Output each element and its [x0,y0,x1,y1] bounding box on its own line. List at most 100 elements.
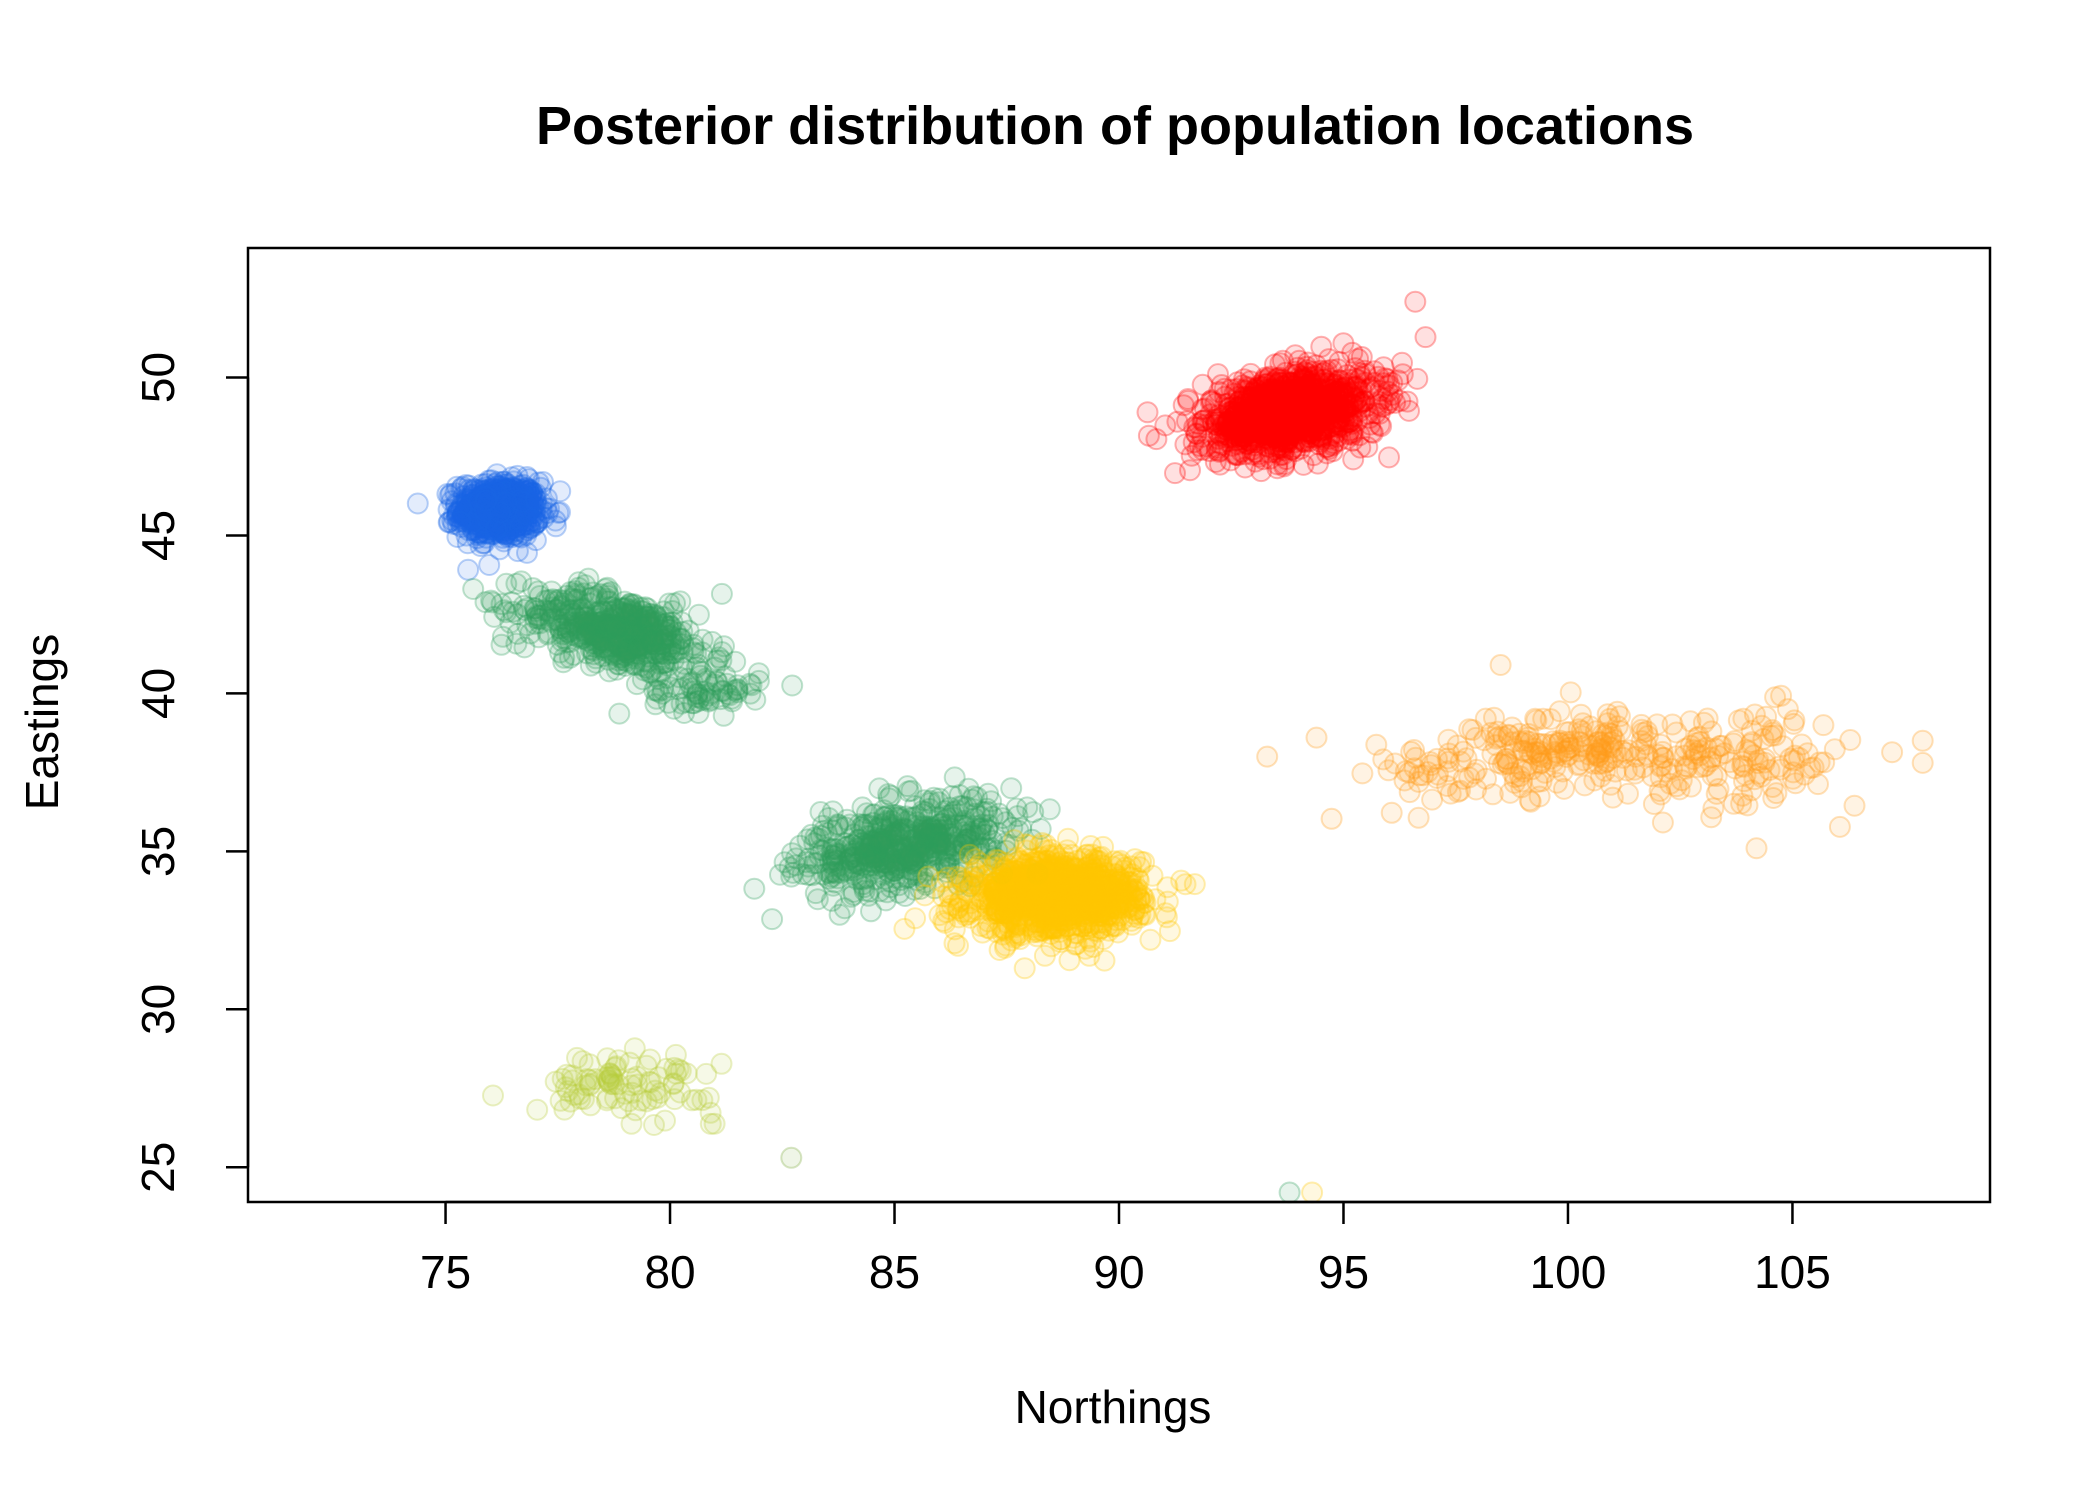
data-point-series-4 [1155,906,1178,929]
data-point-series-3 [1288,349,1311,372]
data-point-series-1 [489,502,512,525]
data-point-series-1 [501,505,524,528]
data-point-series-1 [465,491,488,514]
data-point-series-1 [480,492,503,515]
data-point-series-1 [512,500,535,522]
data-point-series-5 [1624,762,1647,785]
data-point-series-1 [496,513,519,536]
data-point-series-1 [522,496,545,519]
data-point-series-2 [598,590,621,613]
data-point-series-1 [483,485,506,508]
data-point-series-1 [479,483,502,505]
data-point-series-1 [476,504,499,527]
data-point-series-1 [460,492,483,515]
data-point-series-1 [472,507,495,530]
data-point-series-1 [481,516,503,539]
data-point-series-1 [467,500,489,523]
data-point-series-1 [467,491,489,514]
data-point-series-1 [495,515,518,538]
data-point-series-1 [501,526,524,549]
data-point-series-4 [893,917,916,940]
data-point-series-1 [530,498,553,521]
data-point-series-1 [446,502,469,525]
data-point-series-1 [503,483,526,506]
data-point-series-1 [451,475,474,498]
data-point-series-1 [469,510,492,533]
data-point-series-1 [509,474,531,497]
data-point-series-2 [608,702,631,725]
data-point-series-1 [497,486,520,509]
data-point-series-1 [470,485,493,507]
data-point-series-1 [492,481,514,504]
data-point-series-1 [519,517,542,540]
data-point-series-2 [545,598,568,621]
data-point-series-1 [461,519,484,542]
data-point [1000,777,1023,800]
data-point-series-1 [466,505,489,528]
data-point-series-1 [501,513,523,536]
data-point-series-1 [484,483,507,506]
data-point-series-1 [476,522,499,545]
data-point-series-1 [486,494,509,517]
data-point-series-1 [457,499,480,522]
data-point-series-5 [1596,750,1619,773]
data-point-series-1 [492,508,515,531]
data-point-series-6 [569,1087,592,1110]
data-point-series-1 [526,511,549,534]
data-point-series-1 [515,480,538,503]
data-point-series-1 [505,484,528,507]
data-point-series-1 [519,498,542,521]
data-point-series-1 [463,492,486,515]
data-point-series-1 [501,484,524,507]
data-point-series-1 [498,518,521,541]
data-point-series-1 [477,494,500,516]
data-point-series-1 [489,477,512,500]
data-point-series-1 [496,496,519,518]
data-point-series-1 [488,491,511,514]
data-point-series-1 [479,479,502,502]
data-point-series-1 [473,532,496,555]
data-point [1013,957,1036,980]
data-point-series-1 [516,541,538,564]
data-point-series-2 [559,598,582,621]
data-point-series-1 [473,499,496,522]
data-point-series-5 [1446,734,1469,757]
data-point-series-1 [480,516,503,538]
data-point-series-1 [483,507,505,530]
data-point-series-1 [512,479,535,502]
data-point-series-1 [461,484,483,507]
x-tick-label: 100 [1530,1246,1607,1298]
data-point-series-2 [785,847,808,870]
data-point-series-1 [513,493,536,515]
data-point-series-4 [1075,844,1098,867]
data-point-series-3 [1414,326,1437,349]
data-point-series-1 [491,491,514,514]
data-point-series-1 [480,488,503,511]
data-point-series-1 [532,506,555,529]
data-point-series-1 [488,498,510,521]
data-point-series-1 [505,499,528,522]
data-point-series-5 [1707,778,1730,800]
data-point-series-1 [490,488,513,511]
data-point-series-1 [482,504,505,527]
data-point-series-1 [503,524,526,546]
data-point-series-5 [1351,762,1374,785]
data-point-series-1 [492,504,515,527]
data-point-series-1 [499,499,522,522]
data-point-series-1 [481,497,504,520]
data-point-series-1 [501,503,524,526]
data-point-series-1 [476,508,499,531]
data-point-series-5 [1603,729,1626,751]
data-point-series-1 [488,538,511,561]
data-point-series-5 [1320,807,1343,830]
data-point-series-1 [489,495,512,517]
data-point-series-1 [488,483,511,506]
data-point-series-1 [497,485,520,508]
data-point-series-1 [478,488,500,511]
data-point-series-1 [479,500,502,523]
data-point-series-1 [469,510,492,533]
data-point-series-2 [706,671,729,693]
data-point-series-1 [500,507,523,530]
data-point-series-2 [820,889,843,912]
data-point-series-1 [511,490,534,513]
